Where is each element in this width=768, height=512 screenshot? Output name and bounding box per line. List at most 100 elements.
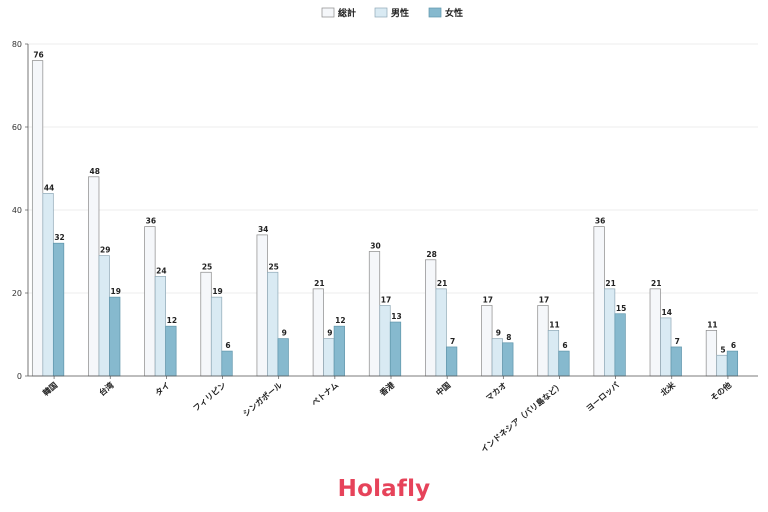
bar-female (670, 346, 682, 377)
x-tick-label: その他 (708, 380, 733, 403)
bar-total (368, 251, 381, 377)
bar-male (491, 338, 503, 377)
bar-total (593, 226, 605, 377)
y-tick-label: 0 (17, 372, 22, 381)
y-axis: 0 20 40 60 80 (12, 40, 29, 381)
bar-male (323, 338, 335, 377)
data-label: 21 (437, 279, 447, 288)
x-tick-label: シンガポール (241, 380, 284, 419)
y-tick-label: 60 (12, 123, 22, 132)
holafly-logo: Holafly (337, 476, 431, 502)
bar-male (154, 276, 166, 377)
data-label: 17 (381, 295, 391, 304)
x-tick-label: 香港 (377, 379, 397, 398)
bar-total (31, 60, 44, 377)
legend-label: 総計 (338, 7, 356, 19)
bar-total (649, 288, 661, 377)
data-label: 29 (100, 246, 110, 255)
bar-male (435, 288, 447, 377)
y-tick-label: 20 (12, 289, 22, 298)
x-tick-label: 中国 (434, 380, 453, 398)
bar-male (716, 354, 728, 377)
x-tick-label: ヨーロッパ (584, 380, 621, 413)
data-label: 76 (33, 51, 43, 60)
bar-female (726, 350, 739, 377)
bar-female (558, 350, 570, 377)
data-label: 9 (282, 329, 287, 338)
bar-female (333, 325, 345, 377)
data-label: 6 (562, 341, 567, 350)
x-axis: 韓国 台湾 タイ フィリピン シンガポール ベトナム 香港 中国 マカオインドネシア（バリ島など… (28, 375, 758, 454)
legend-swatch (321, 7, 335, 18)
data-label: 7 (450, 337, 455, 346)
data-label: 17 (483, 295, 493, 304)
data-label: 11 (707, 320, 717, 329)
x-tick-label: 北米 (658, 379, 677, 398)
bar-female (446, 346, 458, 377)
data-label: 25 (268, 262, 278, 271)
bar-male (547, 330, 560, 377)
data-label: 17 (539, 295, 549, 304)
data-label: 6 (225, 341, 230, 350)
data-label: 19 (212, 287, 222, 296)
x-tick-label: 韓国 (41, 380, 60, 398)
data-label: 5 (720, 345, 725, 354)
bar-total (705, 330, 718, 377)
legend-label: 女性 (445, 7, 463, 19)
bar-total (200, 271, 212, 377)
data-label: 34 (258, 225, 268, 234)
data-label: 44 (44, 183, 54, 192)
data-label: 21 (605, 279, 615, 288)
bars: 7644324829193624122519634259219123017132… (31, 51, 739, 377)
data-label: 28 (426, 250, 436, 259)
bar-male (604, 288, 616, 377)
x-tick-label: 台湾 (97, 380, 116, 398)
bar-female (614, 313, 626, 377)
bar-male (210, 296, 223, 377)
data-label: 36 (595, 217, 605, 226)
data-label: 12 (167, 316, 177, 325)
data-label: 8 (506, 333, 511, 342)
bar-male (379, 305, 391, 377)
bar-total (481, 305, 493, 377)
bar-total (425, 259, 437, 377)
data-label: 19 (111, 287, 121, 296)
x-tick-label: フィリピン (191, 380, 228, 413)
bar-male (267, 271, 279, 377)
bar-male (42, 193, 54, 377)
bar-female (502, 342, 514, 377)
data-label: 48 (90, 167, 100, 176)
data-label: 21 (314, 279, 324, 288)
bar-female (277, 338, 289, 377)
bar-total (312, 288, 324, 377)
bar-male (98, 255, 110, 377)
x-tick-label: マカオ (484, 381, 508, 403)
bar-total (144, 226, 156, 377)
data-label: 30 (370, 242, 380, 251)
legend-swatch (428, 7, 442, 18)
bar-female (165, 325, 177, 377)
data-label: 21 (651, 279, 661, 288)
bar-total (537, 305, 549, 377)
data-label: 12 (335, 316, 345, 325)
bar-female (389, 321, 402, 377)
legend-swatch (374, 7, 388, 18)
data-label: 36 (146, 217, 156, 226)
bar-total (88, 176, 100, 377)
data-label: 6 (731, 341, 736, 350)
y-tick-label: 80 (12, 40, 22, 49)
x-tick-label: ベトナム (310, 381, 340, 408)
data-label: 7 (675, 337, 680, 346)
bar-female (221, 350, 233, 377)
legend: 総計 男性 女性 (321, 7, 463, 19)
bar-female (52, 242, 65, 377)
bar-total (256, 234, 268, 377)
bar-male (660, 317, 672, 377)
data-label: 24 (156, 266, 166, 275)
x-tick-label: タイ (153, 380, 172, 398)
data-label: 11 (549, 320, 559, 329)
y-tick-label: 40 (12, 206, 22, 215)
bar-female (109, 296, 121, 377)
data-label: 13 (391, 312, 401, 321)
